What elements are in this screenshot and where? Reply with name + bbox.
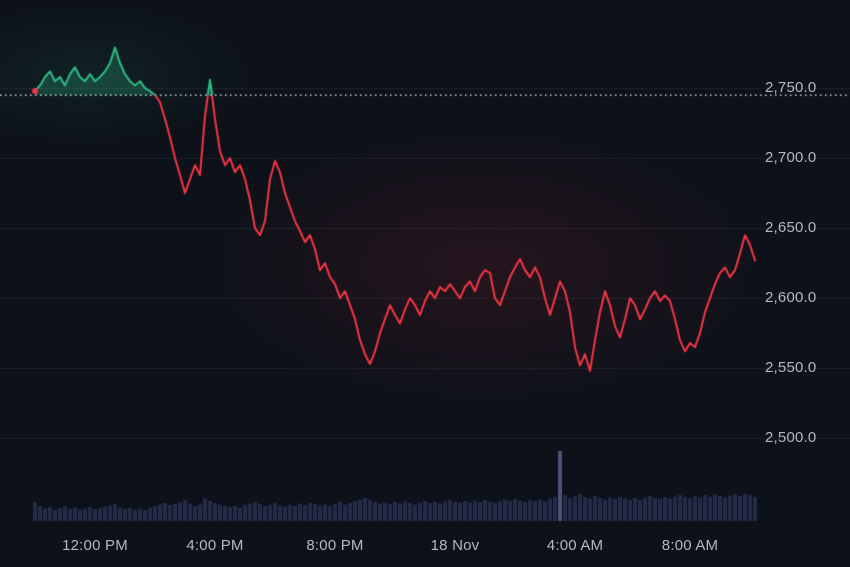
price-chart-canvas[interactable]	[0, 0, 850, 567]
price-chart: 2,750.0 2,700.0 2,650.0 2,600.0 2,550.0 2,500…	[0, 0, 850, 567]
